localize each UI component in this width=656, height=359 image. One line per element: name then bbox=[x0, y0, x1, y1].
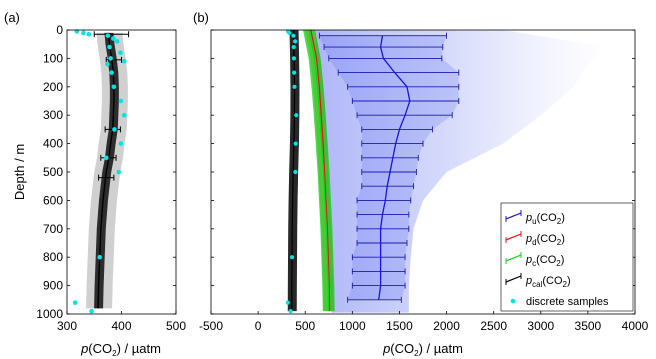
panel-a-y-tick-label: 200 bbox=[43, 80, 63, 94]
panel-b-sample-point bbox=[292, 70, 297, 75]
panel-a-y-tick-label: 1000 bbox=[36, 307, 63, 321]
panel-b-line-pdco2 bbox=[310, 29, 331, 312]
panel-b-sample-point bbox=[292, 39, 298, 44]
panel-a-sample-point bbox=[81, 30, 86, 36]
panel-a-sample-point bbox=[105, 61, 110, 67]
panel-b-x-tick-label: 2500 bbox=[480, 319, 507, 333]
panel-a-sample-point bbox=[111, 36, 116, 41]
panel-b-sample-point bbox=[292, 84, 297, 89]
panel-a-sample-point bbox=[114, 39, 120, 44]
panel-a-sample-point bbox=[116, 169, 122, 175]
panel-b-label: (b) bbox=[193, 10, 209, 25]
panel-a-sample-point bbox=[118, 141, 124, 146]
panel-b-sample-point bbox=[285, 300, 290, 305]
legend-swatch-cal bbox=[505, 275, 522, 283]
panel-b-x-tick-label: 3000 bbox=[527, 319, 554, 333]
panel-b-x-tick-label: -500 bbox=[199, 319, 223, 333]
panel-a-sample-point bbox=[118, 98, 124, 104]
legend-entry-label: pc(CO2) bbox=[525, 254, 564, 268]
panel-b-x-tick-label: 0 bbox=[255, 319, 262, 333]
panel-b-sample-point bbox=[288, 309, 293, 314]
panel-a-y-ticks: 0 100 200 300 400 500 600 700 800 900 1000 bbox=[36, 23, 176, 321]
panel-a-y-tick-label: 400 bbox=[43, 137, 63, 151]
panel-a: 300 400 500 0 100 200 300 400 500 600 700 800 900 10… bbox=[12, 23, 186, 358]
panel-a-y-label: Depth / m bbox=[12, 144, 27, 200]
panel-b-sample-point bbox=[291, 44, 296, 50]
panel-a-y-tick-label: 600 bbox=[43, 193, 63, 207]
panel-a-y-tick-label: 700 bbox=[43, 222, 63, 236]
panel-b-sample-point bbox=[293, 141, 298, 146]
legend-swatch-u bbox=[505, 212, 522, 220]
panel-b-sample-point bbox=[289, 255, 295, 260]
panel-a-sample-point bbox=[112, 127, 117, 132]
panel-b-samples bbox=[285, 29, 299, 314]
panel-a-x-label: p(CO2) / µatm bbox=[80, 341, 161, 358]
panel-b-x-tick-label: 3500 bbox=[575, 319, 602, 333]
panel-a-sample-point bbox=[118, 50, 123, 56]
panel-a-sample-point bbox=[109, 70, 114, 75]
panel-a-y-tick-label: 900 bbox=[43, 279, 63, 293]
panel-a-sample-point bbox=[72, 300, 78, 305]
legend-entry-label: pcal(CO2) bbox=[525, 275, 571, 289]
panel-a-sample-point bbox=[111, 84, 117, 90]
legend-swatch-samples bbox=[510, 298, 516, 304]
panel-a-sample-point bbox=[121, 58, 127, 64]
legend-swatch-c bbox=[505, 254, 522, 262]
panel-b-x-tick-label: 500 bbox=[295, 319, 315, 333]
panel-b-blue-band bbox=[319, 35, 459, 300]
legend-entry-label: pu(CO2) bbox=[525, 212, 565, 226]
panel-a-sample-point bbox=[89, 308, 94, 314]
panel-a-sample-point bbox=[105, 33, 111, 38]
panel-a-x-tick-label: 300 bbox=[57, 319, 77, 333]
panel-b-x-tick-label: 1000 bbox=[339, 319, 366, 333]
panel-b-x-tick-label: 1500 bbox=[386, 319, 413, 333]
panel-b-legend: pu(CO2) pd(CO2) pc(CO2) pcal(CO2) discrete s… bbox=[500, 202, 634, 312]
panel-a-y-tick-label: 100 bbox=[43, 51, 63, 65]
panel-a-y-tick-label: 0 bbox=[56, 23, 63, 37]
panel-a-x-tick-label: 400 bbox=[111, 319, 131, 333]
panel-a-sample-point bbox=[108, 56, 113, 61]
panel-a-y-tick-label: 500 bbox=[43, 165, 63, 179]
panel-a-sample-point bbox=[97, 254, 102, 260]
legend-entry-label: pd(CO2) bbox=[525, 233, 565, 247]
panel-b-sample-point bbox=[294, 113, 299, 118]
legend-swatch-d bbox=[505, 233, 522, 241]
panel-b-sample-point bbox=[293, 169, 298, 175]
panel-b-sample-point bbox=[291, 56, 297, 61]
panel-a-y-tick-label: 800 bbox=[43, 250, 63, 264]
panel-b-sample-point bbox=[287, 30, 292, 35]
panel-b-line-pcalco2 bbox=[291, 29, 296, 312]
panel-b-x-tick-label: 4000 bbox=[622, 319, 649, 333]
panel-a-label: (a) bbox=[4, 10, 20, 25]
panel-a-sample-point bbox=[107, 44, 112, 50]
panel-b-profiles bbox=[291, 29, 411, 312]
panel-b-sample-point bbox=[291, 33, 296, 38]
panel-a-y-tick-label: 300 bbox=[43, 108, 63, 122]
panel-a-x-tick-label: 500 bbox=[166, 319, 186, 333]
panel-b: -500 0 500 1000 1500 2000 2500 3000 3500 4000 p(C… bbox=[199, 29, 649, 358]
panel-b-x-label: p(CO2) / µatm bbox=[382, 341, 463, 358]
panel-a-sample-point bbox=[103, 155, 109, 161]
panel-b-line-pcco2 bbox=[308, 29, 330, 312]
panel-a-x-ticks: 300 400 500 bbox=[57, 311, 186, 333]
panel-a-sample-point bbox=[121, 112, 127, 118]
panel-a-profile bbox=[97, 32, 115, 309]
legend-entry-label: discrete samples bbox=[526, 296, 609, 308]
legend-box bbox=[500, 202, 634, 312]
panel-b-errorbars bbox=[318, 32, 460, 303]
panel-b-x-ticks: -500 0 500 1000 1500 2000 2500 3000 3500 4000 bbox=[199, 29, 649, 333]
panel-b-x-tick-label: 2000 bbox=[433, 319, 460, 333]
panel-a-samples bbox=[72, 29, 127, 314]
panel-a-profile-line bbox=[97, 32, 115, 309]
panel-a-sample-point bbox=[86, 31, 92, 37]
panel-b-line-pu bbox=[378, 35, 411, 300]
